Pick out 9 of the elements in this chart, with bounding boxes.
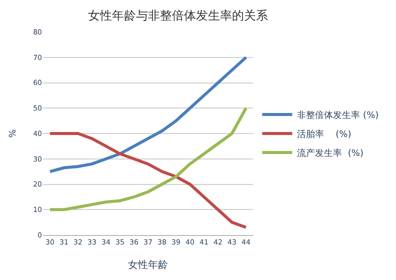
y-axis-title: % [8,128,18,138]
legend-label: 流产发生率 (%) [297,148,364,160]
line-series [48,56,248,174]
line-series [48,106,248,212]
x-axis-title: 女性年龄 [128,258,168,271]
legend-label: 非整倍体发生率 (%) [297,110,379,122]
legend-label: 活胎率 (%) [297,129,352,140]
line-series [48,132,248,229]
chart-title: 女性年龄与非整倍体发生率的关系 [88,8,268,23]
